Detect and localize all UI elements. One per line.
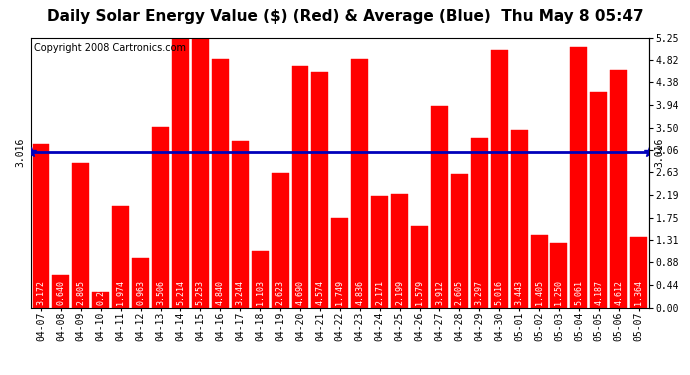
Bar xyxy=(610,70,627,308)
Bar xyxy=(252,251,268,308)
Bar xyxy=(571,47,587,308)
Bar xyxy=(172,39,189,308)
Bar xyxy=(630,237,647,308)
Bar xyxy=(431,106,448,307)
Text: 2.623: 2.623 xyxy=(275,280,284,305)
Text: 3.172: 3.172 xyxy=(37,280,46,305)
Text: 2.605: 2.605 xyxy=(455,280,464,305)
Text: 3.297: 3.297 xyxy=(475,280,484,305)
Bar xyxy=(331,217,348,308)
Bar xyxy=(132,258,149,308)
Text: 4.612: 4.612 xyxy=(614,280,623,305)
Text: 4.836: 4.836 xyxy=(355,280,364,305)
Text: 1.103: 1.103 xyxy=(255,280,265,305)
Text: 2.805: 2.805 xyxy=(77,280,86,305)
Text: 3.912: 3.912 xyxy=(435,280,444,305)
Text: 1.974: 1.974 xyxy=(116,280,125,305)
Text: 1.364: 1.364 xyxy=(634,280,643,305)
Bar xyxy=(212,58,229,308)
Text: 5.253: 5.253 xyxy=(196,280,205,305)
Text: 0.294: 0.294 xyxy=(97,280,106,305)
Bar xyxy=(591,92,607,308)
Text: 3.506: 3.506 xyxy=(156,280,165,305)
Text: 5.061: 5.061 xyxy=(574,280,583,305)
Bar xyxy=(451,174,468,308)
Text: 5.214: 5.214 xyxy=(176,280,185,305)
Text: Copyright 2008 Cartronics.com: Copyright 2008 Cartronics.com xyxy=(34,43,186,53)
Bar xyxy=(92,292,109,308)
Text: 3.016: 3.016 xyxy=(15,138,25,167)
Bar xyxy=(152,127,169,308)
Text: 1.579: 1.579 xyxy=(415,280,424,305)
Text: Daily Solar Energy Value ($) (Red) & Average (Blue)  Thu May 8 05:47: Daily Solar Energy Value ($) (Red) & Ave… xyxy=(47,9,643,24)
Bar xyxy=(551,243,567,308)
Bar xyxy=(351,59,368,308)
Bar xyxy=(311,72,328,308)
Bar xyxy=(192,38,209,308)
Bar xyxy=(72,163,89,308)
Text: 1.749: 1.749 xyxy=(335,280,344,305)
Bar xyxy=(112,206,129,308)
Bar xyxy=(371,196,388,308)
Text: 0.963: 0.963 xyxy=(136,280,145,305)
Bar xyxy=(391,194,408,308)
Text: 4.690: 4.690 xyxy=(295,280,304,305)
Text: 2.171: 2.171 xyxy=(375,280,384,305)
Bar xyxy=(531,235,547,308)
Bar xyxy=(52,274,70,308)
Text: 2.199: 2.199 xyxy=(395,280,404,305)
Text: 3.016: 3.016 xyxy=(655,138,664,167)
Text: 4.574: 4.574 xyxy=(315,280,324,305)
Bar xyxy=(32,144,50,308)
Text: 4.840: 4.840 xyxy=(216,280,225,305)
Text: 0.640: 0.640 xyxy=(57,280,66,305)
Text: 1.250: 1.250 xyxy=(555,280,564,305)
Bar xyxy=(232,141,248,308)
Bar xyxy=(272,172,288,308)
Text: 1.405: 1.405 xyxy=(535,280,544,305)
Bar xyxy=(511,130,528,308)
Text: 3.443: 3.443 xyxy=(515,280,524,305)
Bar xyxy=(291,66,308,308)
Text: 4.187: 4.187 xyxy=(594,280,603,305)
Text: 3.244: 3.244 xyxy=(236,280,245,305)
Bar xyxy=(471,138,488,308)
Bar xyxy=(491,50,508,308)
Text: 5.016: 5.016 xyxy=(495,280,504,305)
Bar xyxy=(411,226,428,308)
